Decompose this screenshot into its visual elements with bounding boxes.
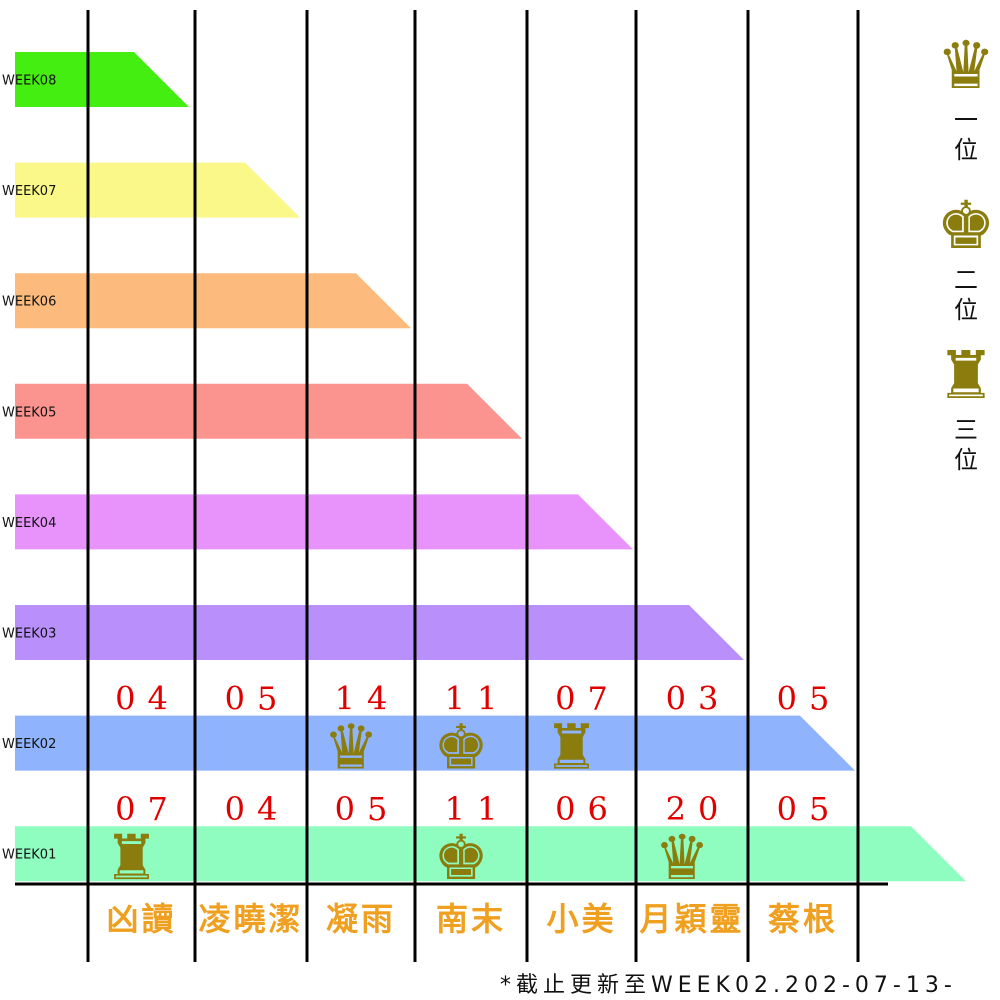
week-label-week04: WEEK04: [2, 516, 56, 531]
legend-label: 二: [954, 266, 978, 294]
score-label: 07: [115, 790, 180, 828]
legend-label: 三: [954, 416, 978, 444]
column-dividers: [15, 10, 888, 962]
score-label: 11: [445, 790, 510, 828]
bar-week06: [15, 273, 411, 329]
bar-week03: [15, 605, 744, 660]
king-icon: ♚: [433, 821, 489, 894]
king-icon: ♚: [433, 711, 489, 784]
candidate-names: 凶讀 凌曉潔 凝雨 南末 小美 月穎靈 蔡根: [106, 900, 838, 938]
score-label: 20: [666, 790, 731, 828]
legend-label: 一: [954, 106, 978, 134]
rook-icon: ♜: [936, 337, 995, 414]
legend-label: 位: [954, 296, 978, 324]
queen-icon: ♛: [323, 711, 379, 784]
candidate-name: 月穎靈: [639, 900, 744, 938]
week-label-week08: WEEK08: [2, 74, 56, 89]
score-label: 05: [225, 680, 290, 718]
week-label-week03: WEEK03: [2, 627, 56, 642]
score-label: 14: [335, 680, 400, 718]
candidate-name: 凶讀: [106, 900, 176, 938]
queen-icon: ♛: [654, 821, 710, 894]
bar-week07: [15, 162, 300, 218]
rank-legend: ♛一位♚二位♜三位: [936, 27, 995, 474]
legend-label: 位: [954, 136, 978, 164]
candidate-name: 南末: [436, 900, 506, 938]
week-label-week02: WEEK02: [2, 737, 56, 752]
score-label: 05: [777, 680, 842, 718]
score-label: 04: [115, 680, 180, 718]
candidate-name: 小美: [546, 900, 616, 938]
week-label-week05: WEEK05: [2, 405, 56, 420]
candidate-name: 蔡根: [768, 900, 838, 938]
bar-week08: [15, 52, 189, 107]
king-icon: ♚: [936, 187, 995, 264]
week-labels: WEEK08 WEEK07 WEEK06 WEEK05 WEEK04 WEEK03 WEEK…: [2, 74, 56, 863]
update-note: *截止更新至WEEK02.202-07-13-: [500, 973, 957, 998]
score-labels: 04 05 14 11 07 03 05 07 04 05 11 06 20 05: [115, 680, 842, 829]
week-label-week07: WEEK07: [2, 184, 56, 199]
rook-icon: ♜: [544, 711, 600, 784]
score-label: 05: [335, 790, 400, 828]
bar-week05: [15, 383, 522, 439]
week-label-week06: WEEK06: [2, 295, 56, 310]
queen-icon: ♛: [936, 27, 995, 104]
score-label: 06: [555, 790, 620, 828]
score-label: 03: [666, 680, 731, 718]
legend-label: 位: [954, 446, 978, 474]
rook-icon: ♜: [104, 821, 160, 894]
week-bars: [15, 52, 966, 882]
rank-pieces: ♛ ♚ ♜ ♛ ♚ ♜: [104, 711, 710, 895]
candidate-name: 凌曉潔: [198, 900, 303, 938]
week-label-week01: WEEK01: [2, 848, 56, 863]
candidate-name: 凝雨: [326, 900, 396, 938]
bar-week02: [15, 715, 855, 771]
score-label: 05: [777, 790, 842, 828]
score-label: 07: [555, 680, 620, 718]
score-label: 11: [445, 680, 510, 718]
bar-week04: [15, 494, 633, 550]
bar-week01: [15, 826, 966, 882]
score-label: 04: [225, 790, 290, 828]
